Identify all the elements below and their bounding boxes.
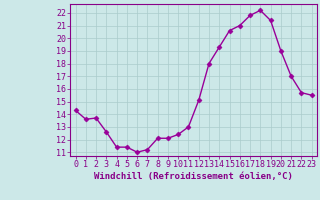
X-axis label: Windchill (Refroidissement éolien,°C): Windchill (Refroidissement éolien,°C) xyxy=(94,172,293,181)
